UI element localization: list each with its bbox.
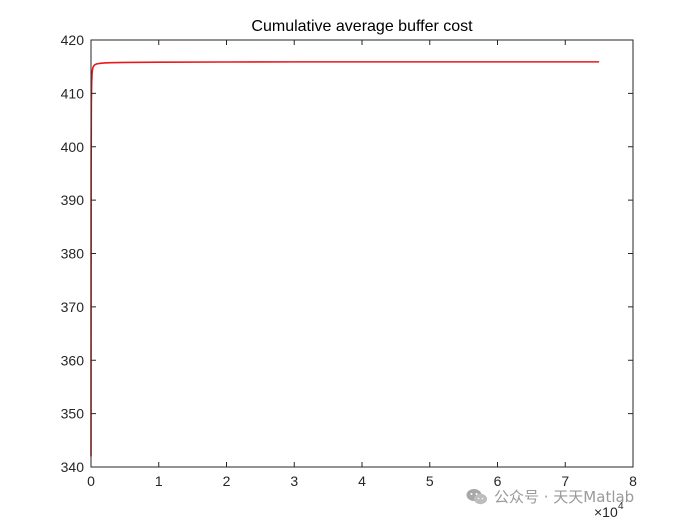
x-exponent-power: 4 — [618, 501, 624, 512]
x-tick-label: 8 — [629, 473, 637, 489]
y-tick-label: 400 — [61, 139, 85, 155]
y-tick-label: 370 — [61, 299, 85, 315]
watermark: 公众号 · 天天Matlab — [466, 486, 634, 507]
series-layer — [90, 61, 600, 457]
plot-area — [91, 40, 633, 467]
x-tick-label: 7 — [561, 473, 569, 489]
wechat-icon — [466, 488, 487, 504]
y-tick-label: 410 — [61, 85, 85, 101]
x-tick-label: 6 — [494, 473, 502, 489]
chart-title: Cumulative average buffer cost — [251, 18, 473, 35]
x-tick-label: 3 — [290, 473, 298, 489]
watermark-text: 公众号 · 天天Matlab — [494, 488, 635, 506]
y-tick-label: 420 — [61, 32, 85, 48]
y-tick-label: 380 — [61, 246, 85, 262]
y-tick-label: 360 — [61, 352, 85, 368]
x-exponent: ×10 4 — [594, 501, 624, 520]
x-tick-label: 0 — [87, 473, 95, 489]
x-exponent-base: ×10 — [594, 504, 618, 520]
y-axis: 340 350 360 370 380 390 400 410 420 — [61, 32, 633, 475]
x-tick-label: 4 — [358, 473, 366, 489]
x-tick-label: 2 — [223, 473, 231, 489]
x-tick-label: 1 — [155, 473, 163, 489]
y-tick-label: 390 — [61, 192, 85, 208]
y-tick-label: 340 — [61, 459, 85, 475]
x-tick-label: 5 — [426, 473, 434, 489]
y-tick-label: 350 — [61, 406, 85, 422]
series-line-0 — [90, 61, 600, 457]
x-axis: 0 1 2 3 4 5 6 7 8 — [87, 40, 637, 489]
